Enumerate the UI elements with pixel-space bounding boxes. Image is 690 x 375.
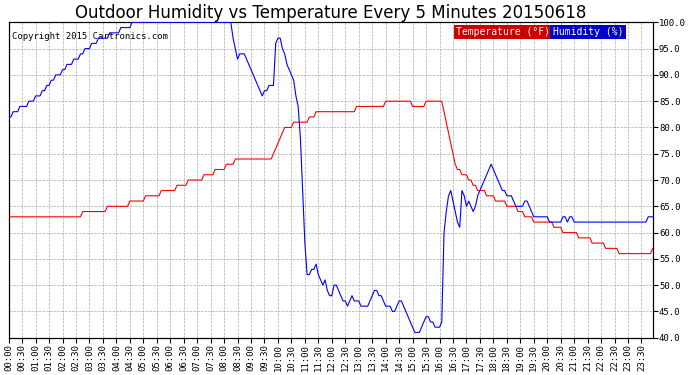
Text: Humidity (%): Humidity (%) <box>553 27 623 37</box>
Title: Outdoor Humidity vs Temperature Every 5 Minutes 20150618: Outdoor Humidity vs Temperature Every 5 … <box>75 4 586 22</box>
Text: Temperature (°F): Temperature (°F) <box>456 27 551 37</box>
Text: Copyright 2015 Cartronics.com: Copyright 2015 Cartronics.com <box>12 32 168 41</box>
